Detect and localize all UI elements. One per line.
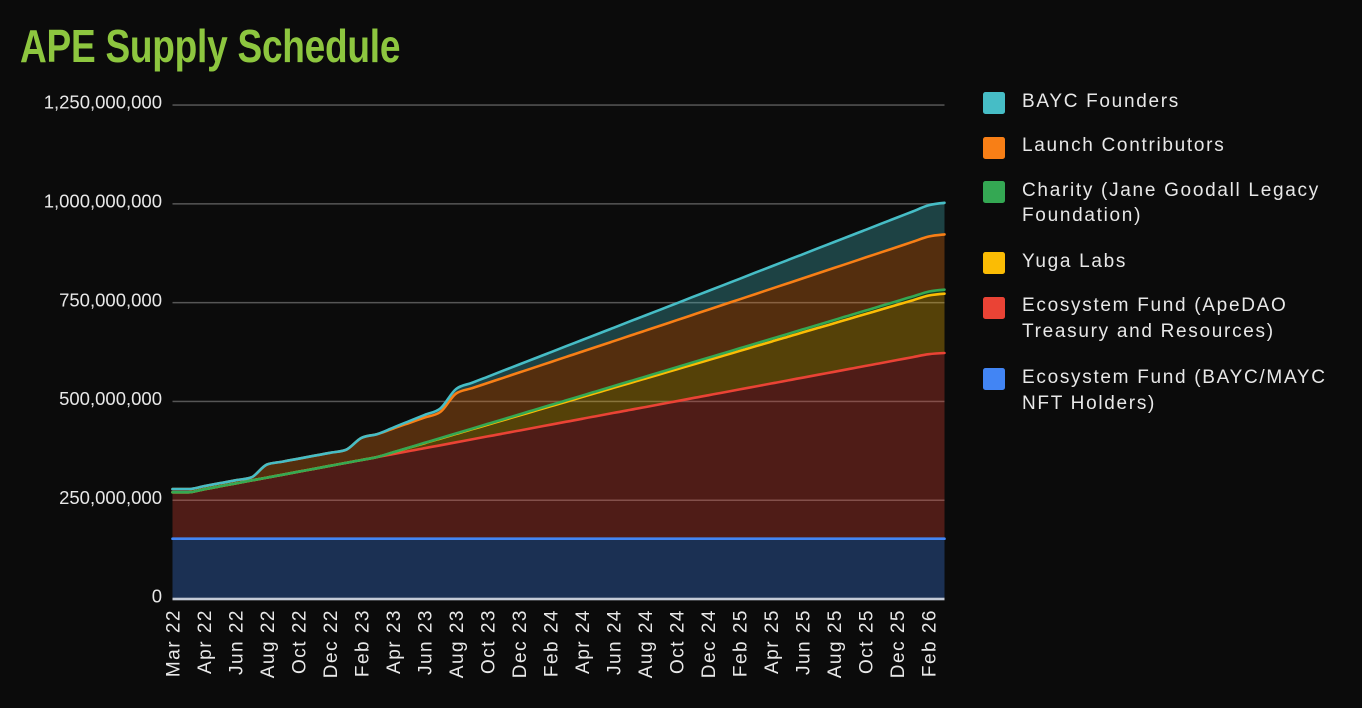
svg-text:250,000,000: 250,000,000 [59, 487, 162, 508]
svg-text:Feb 26: Feb 26 [920, 609, 941, 677]
svg-text:Feb 23: Feb 23 [353, 609, 374, 677]
svg-text:500,000,000: 500,000,000 [59, 388, 162, 409]
svg-text:Dec 24: Dec 24 [699, 609, 720, 678]
svg-text:Jun 23: Jun 23 [416, 609, 437, 675]
svg-text:Jun 24: Jun 24 [605, 609, 626, 675]
svg-text:Feb 24: Feb 24 [542, 609, 563, 677]
svg-text:Oct 23: Oct 23 [479, 609, 500, 674]
svg-text:Jun 22: Jun 22 [226, 609, 247, 675]
svg-text:Mar 22: Mar 22 [163, 609, 184, 677]
svg-text:750,000,000: 750,000,000 [59, 289, 162, 310]
svg-text:Apr 22: Apr 22 [195, 609, 216, 674]
svg-text:Apr 23: Apr 23 [384, 609, 405, 674]
svg-text:Aug 24: Aug 24 [636, 609, 657, 678]
svg-text:Aug 22: Aug 22 [258, 609, 279, 678]
svg-text:Oct 24: Oct 24 [668, 609, 689, 674]
svg-text:0: 0 [152, 586, 162, 607]
svg-text:1,000,000,000: 1,000,000,000 [44, 191, 162, 212]
svg-text:Aug 23: Aug 23 [447, 609, 468, 678]
svg-text:Aug 25: Aug 25 [825, 609, 846, 678]
svg-text:Apr 24: Apr 24 [573, 609, 594, 674]
svg-text:Apr 25: Apr 25 [762, 609, 783, 674]
svg-text:Oct 22: Oct 22 [289, 609, 310, 674]
svg-text:Feb 25: Feb 25 [731, 609, 752, 677]
svg-text:1,250,000,000: 1,250,000,000 [44, 92, 162, 113]
svg-text:Jun 25: Jun 25 [794, 609, 815, 675]
svg-text:Dec 25: Dec 25 [888, 609, 909, 678]
svg-text:Oct 25: Oct 25 [857, 609, 878, 674]
svg-text:Dec 22: Dec 22 [321, 609, 342, 678]
svg-text:Dec 23: Dec 23 [510, 609, 531, 678]
